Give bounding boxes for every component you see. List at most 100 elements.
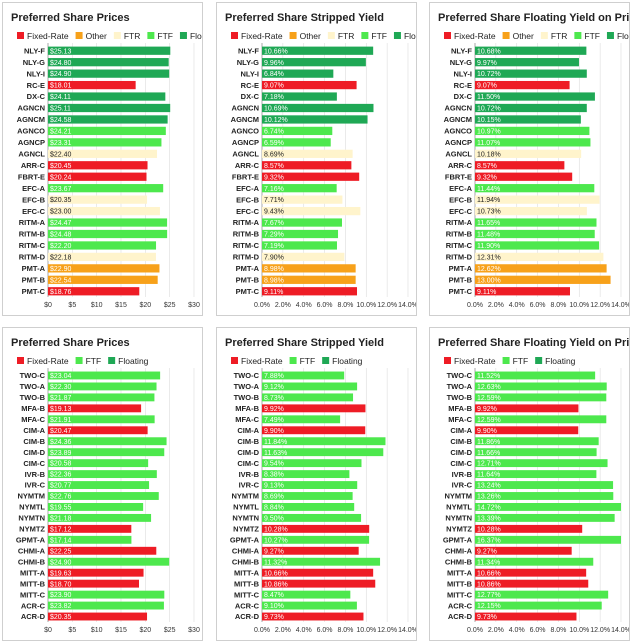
chart-title: Preferred Share Prices [11,12,130,24]
legend-label: FTR [124,31,141,41]
legend-swatch [231,357,238,364]
bar-agncl [48,149,158,158]
bar-efc-b [48,195,148,204]
bar-agncp [48,138,162,147]
data-label: 11.66% [477,450,500,457]
bar-agncm [262,115,368,124]
bar-efc-c [262,206,361,216]
bar-mitt-a [262,568,374,577]
category-label: ACR-D [235,612,260,621]
category-label: AGNCP [445,138,472,147]
data-label: $22.30 [50,384,72,391]
panel-floating-yield-bottom: Preferred Share Floating Yield on Price F… [429,327,630,641]
x-tick-label: 6.0% [317,302,333,309]
data-label: 9.92% [477,406,497,413]
bar-pmt-a [475,264,607,273]
data-label: 8.57% [264,163,284,170]
bar-agnco [48,126,166,136]
chart-title: Preferred Share Floating Yield on Price [438,12,629,24]
legend-label: Fixed-Rate [27,356,69,366]
legend-label: FTF [86,356,102,366]
bar-pmt-b [475,275,611,284]
data-label: 8.73% [264,395,284,402]
category-label: FBRT-E [445,172,472,181]
x-tick-label: 12.0% [590,302,610,309]
bar-dx-c [262,92,337,101]
category-label: RITM-A [19,218,46,227]
x-tick-label: 8.0% [550,627,566,634]
legend-swatch [444,357,451,364]
category-label: NLY-F [238,46,259,55]
data-label: $22.76 [50,494,72,501]
x-tick-label: 4.0% [296,627,312,634]
data-label: $22.20 [50,243,72,250]
category-label: ARR-C [21,161,46,170]
category-label: ARR-C [235,161,260,170]
x-tick-label: 10.0% [356,302,376,309]
category-label: AGNCN [18,104,46,113]
data-label: $17.14 [50,537,72,544]
data-label: 7.67% [264,220,284,227]
x-tick-label: 14.0% [611,302,629,309]
bar-agncp [475,138,591,147]
legend-label: Floating [404,31,416,41]
x-tick-label: $10 [91,627,103,634]
bar-arr-c [475,161,565,170]
legend-label: Floating [617,31,629,41]
category-label: RC-E [241,81,259,90]
data-label: 9.92% [264,406,284,413]
chart-title: Preferred Share Stripped Yield [225,337,384,349]
x-tick-label: 0.0% [254,302,270,309]
data-label: 7.18% [264,94,284,101]
legend-item-ftr: FTR [327,31,354,41]
legend-item-floating: Floating [322,356,363,366]
bar-gpmt-a [262,535,370,544]
bar-efc-c [475,206,587,216]
category-label: NLY-G [23,58,45,67]
bar-pmt-c [48,287,140,296]
category-label: CIM-C [450,459,472,468]
bar-nymtm [475,492,614,500]
data-label: 13.24% [477,483,501,490]
category-label: DX-C [27,92,46,101]
category-label: MFA-C [21,415,45,424]
category-label: AGNCO [444,127,472,136]
category-label: AGNCO [231,127,259,136]
data-label: $20.77 [50,483,72,490]
data-label: 12.62% [477,266,501,273]
bar-nly-g [262,58,366,67]
legend-item-fixed-rate: Fixed-Rate [231,31,283,41]
x-tick-label: $0 [44,627,52,634]
category-label: CHMI-B [445,557,473,566]
category-label: IVR-C [239,481,260,490]
bar-fbrt-e [262,172,360,181]
category-label: NYMTN [18,514,45,523]
data-label: 7.88% [264,373,284,380]
bar-nly-f [262,46,374,55]
data-label: 10.73% [477,209,501,216]
data-label: 10.72% [477,71,501,78]
category-label: IVR-B [452,470,473,479]
bar-agncn [475,103,587,113]
bar-ritm-c [262,241,337,250]
legend-item-fixed-rate: Fixed-Rate [17,31,69,41]
category-label: EFC-B [449,195,472,204]
x-tick-label: $5 [68,302,76,309]
bar-ritm-b [475,229,595,239]
bar-arr-c [48,161,148,170]
bar-nymtz [475,524,583,533]
category-label: TWO-B [234,393,260,402]
data-label: 13.39% [477,516,501,523]
bar-agncn [262,103,374,113]
data-label: $20.58 [50,461,72,468]
category-label: NLY-G [450,58,472,67]
bar-nymtl [48,503,144,511]
category-label: FBRT-E [232,172,259,181]
data-label: $20.35 [50,197,72,204]
data-label: $24.58 [50,117,72,124]
category-label: NLY-F [451,46,472,55]
x-tick-label: 6.0% [530,627,546,634]
x-tick-label: 14.0% [398,627,416,634]
data-label: 12.15% [477,603,501,610]
legend-swatch [540,32,548,39]
